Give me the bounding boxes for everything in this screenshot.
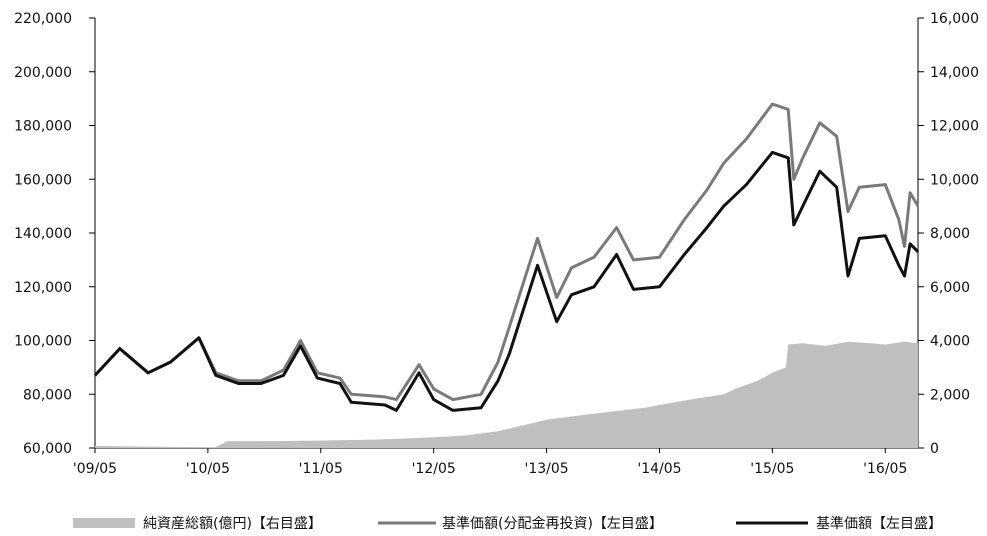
right-tick-label: 16,000 [930, 11, 979, 27]
net-assets-area-layer [95, 341, 918, 448]
x-tick-label: '16/05 [863, 461, 907, 477]
right-tick-label: 6,000 [930, 280, 970, 296]
left-tick-label: 140,000 [14, 226, 72, 242]
left-tick-label: 80,000 [23, 387, 72, 403]
left-tick-label: 120,000 [14, 280, 72, 296]
right-axis-ticks: 16,000 14,000 12,000 10,000 8,000 6,000 4,000 2… [918, 11, 979, 457]
x-tick-label: '12/05 [412, 461, 456, 477]
legend-label-reinvested: 基準価額(分配金再投資)【左目盛】 [442, 515, 663, 532]
left-tick-label: 160,000 [14, 172, 72, 188]
series-line-nav [93, 150, 920, 412]
left-tick-label: 60,000 [23, 441, 72, 457]
x-axis-ticks: '09/05 '10/05 '11/05 '12/05 '13/05 '14/05 '15/… [73, 448, 907, 477]
x-tick-label: '10/05 [186, 461, 230, 477]
series-area-net-assets [95, 341, 918, 448]
left-tick-label: 100,000 [14, 334, 72, 350]
legend: 純資産総額(億円)【右目盛】 基準価額(分配金再投資)【左目盛】 基準価額【左目… [73, 515, 942, 532]
left-axis-ticks: 220,000 200,000 180,000 160,000 140,000 120,0… [14, 11, 95, 457]
right-tick-label: 2,000 [930, 387, 970, 403]
right-tick-label: 12,000 [930, 119, 979, 135]
right-tick-label: 4,000 [930, 334, 970, 350]
x-tick-label: '11/05 [299, 461, 343, 477]
left-tick-label: 200,000 [14, 65, 72, 81]
legend-label-nav: 基準価額【左目盛】 [816, 515, 942, 532]
right-tick-label: 10,000 [930, 172, 979, 188]
right-tick-label: 0 [930, 441, 939, 457]
right-tick-label: 14,000 [930, 65, 979, 81]
price-lines-layer [93, 102, 920, 412]
series-line-reinvested [93, 102, 920, 402]
left-tick-label: 180,000 [14, 119, 72, 135]
x-tick-label: '09/05 [73, 461, 117, 477]
right-tick-label: 8,000 [930, 226, 970, 242]
legend-label-net-assets: 純資産総額(億円)【右目盛】 [143, 516, 322, 532]
x-tick-label: '13/05 [524, 461, 568, 477]
x-tick-label: '15/05 [750, 461, 794, 477]
x-tick-label: '14/05 [637, 461, 681, 477]
left-tick-label: 220,000 [14, 11, 72, 27]
legend-swatch-net-assets [73, 518, 135, 528]
